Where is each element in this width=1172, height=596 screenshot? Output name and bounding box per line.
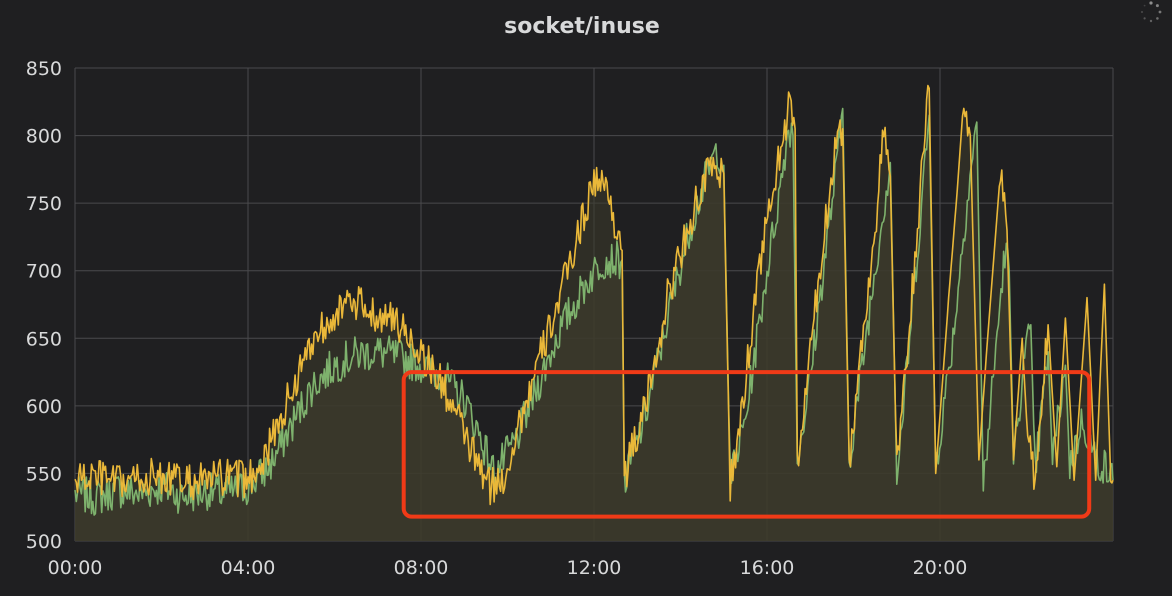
x-tick-label: 08:00 — [394, 557, 449, 579]
x-tick-label: 20:00 — [913, 557, 968, 579]
y-tick-label: 550 — [26, 463, 62, 485]
y-tick-label: 850 — [26, 58, 62, 80]
series-area-series-yellow — [75, 85, 1113, 541]
highlight-box — [401, 370, 1092, 519]
y-tick-label: 700 — [26, 261, 62, 283]
y-tick-label: 750 — [26, 193, 62, 215]
x-tick-label: 04:00 — [221, 557, 276, 579]
series-line-series-yellow — [74, 84, 1114, 506]
y-tick-label: 600 — [26, 396, 62, 418]
y-tick-label: 800 — [26, 126, 62, 148]
y-tick-label: 650 — [26, 328, 62, 350]
panel-title[interactable]: socket/inuse — [504, 14, 660, 39]
x-tick-label: 00:00 — [48, 557, 103, 579]
y-tick-label: 500 — [26, 531, 62, 553]
x-tick-label: 16:00 — [740, 557, 795, 579]
loading-spinner-icon — [1139, 0, 1163, 24]
x-tick-label: 12:00 — [567, 557, 622, 579]
series-line-series-green — [74, 107, 1114, 516]
